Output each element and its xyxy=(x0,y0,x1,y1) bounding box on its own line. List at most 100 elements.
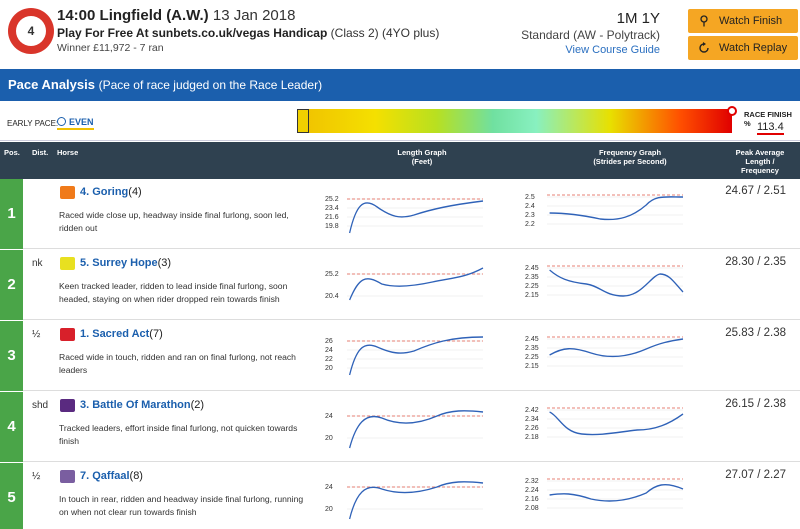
table-row: 1 4. Goring(4) Raced wide close up, head… xyxy=(0,179,800,249)
length-tick: 24 xyxy=(325,413,333,420)
frequency-tick: 2.45 xyxy=(525,336,539,343)
frequency-graph: 2.42 2.34 2.26 2.18 xyxy=(525,407,684,441)
position-cell: 1 xyxy=(0,179,23,249)
frequency-curve xyxy=(549,196,684,221)
jockey-silk-icon xyxy=(60,257,75,270)
jockey-silk-icon xyxy=(60,328,75,341)
length-tick: 23.4 xyxy=(325,205,339,212)
frequency-tick: 2.15 xyxy=(525,292,539,299)
race-going: Standard (AW - Polytrack) xyxy=(521,28,660,42)
col-horse: Horse xyxy=(57,148,79,157)
position-cell: 3 xyxy=(0,321,23,391)
length-tick: 26 xyxy=(325,338,333,345)
watch-finish-button[interactable]: Watch Finish xyxy=(688,9,798,33)
table-row: 2 nk 5. Surrey Hope(3) Keen tracked lead… xyxy=(0,250,800,320)
col-peak-2: Length / xyxy=(745,157,775,166)
frequency-tick: 2.34 xyxy=(525,416,539,423)
horse-name-link[interactable]: 5. Surrey Hope(3) xyxy=(80,257,171,269)
length-tick: 25.2 xyxy=(325,196,339,203)
frequency-tick: 2.32 xyxy=(525,478,539,485)
race-comment: Raced wide in touch, ridden and ran on f… xyxy=(59,352,296,375)
col-length-graph: Length Graph (Feet) xyxy=(372,148,472,166)
watch-finish-label: Watch Finish xyxy=(719,15,783,27)
horse-name-link[interactable]: 7. Qaffaal(8) xyxy=(80,470,143,482)
horse-draw: (3) xyxy=(157,257,172,269)
frequency-tick: 2.26 xyxy=(525,425,539,432)
frequency-tick: 2.42 xyxy=(525,407,539,414)
col-frequency-graph: Frequency Graph (Strides per Second) xyxy=(580,148,680,166)
length-tick: 24 xyxy=(325,347,333,354)
frequency-tick: 2.25 xyxy=(525,283,539,290)
race-winner-prize: Winner £11,972 - 7 ran xyxy=(57,42,164,54)
col-freq-title: Frequency Graph xyxy=(598,148,662,157)
horse-name: 4. Goring xyxy=(80,186,129,198)
horse-name: 1. Sacred Act xyxy=(80,328,150,340)
length-graph: 25.2 20.4 xyxy=(325,267,484,301)
pace-title-text: Pace Analysis xyxy=(8,77,95,92)
length-tick: 20 xyxy=(325,506,333,513)
length-curve xyxy=(348,336,484,376)
col-peak-1: Peak Average xyxy=(735,148,785,157)
early-pace-value: EVEN xyxy=(57,117,94,130)
length-tick: 20 xyxy=(325,435,333,442)
course-guide-link[interactable]: View Course Guide xyxy=(565,44,660,56)
horse-name-link[interactable]: 3. Battle Of Marathon(2) xyxy=(80,399,204,411)
length-graph: 26 24 22 20 xyxy=(325,336,484,376)
race-number-badge: 4 xyxy=(8,8,54,54)
race-comment: Keen tracked leader, ridden to lead insi… xyxy=(59,281,288,304)
frequency-graph: 2.45 2.35 2.25 2.15 xyxy=(525,336,684,370)
frequency-tick: 2.25 xyxy=(525,354,539,361)
frequency-tick: 2.4 xyxy=(525,203,535,210)
frequency-tick: 2.35 xyxy=(525,274,539,281)
race-name-main: Play For Free At sunbets.co.uk/vegas Han… xyxy=(57,26,328,40)
col-length-unit: (Feet) xyxy=(411,157,433,166)
peak-average: 25.83 / 2.38 xyxy=(725,327,786,339)
jockey-silk-icon xyxy=(60,399,75,412)
length-tick: 24 xyxy=(325,484,333,491)
frequency-graph: 2.5 2.4 2.3 2.2 xyxy=(525,194,684,228)
pace-analysis-bar: Pace Analysis (Pace of race judged on th… xyxy=(0,69,800,101)
length-tick: 19.8 xyxy=(325,223,339,230)
horse-draw: (7) xyxy=(149,328,163,340)
frequency-tick: 2.16 xyxy=(525,496,539,503)
frequency-curve xyxy=(549,269,684,297)
frequency-tick: 2.2 xyxy=(525,221,535,228)
frequency-graph: 2.32 2.24 2.16 2.08 xyxy=(525,478,684,512)
race-header: 4 14:00 Lingfield (A.W.) 13 Jan 2018 Pla… xyxy=(0,0,800,64)
horse-name-link[interactable]: 4. Goring(4) xyxy=(80,186,142,198)
horse-name: 7. Qaffaal xyxy=(80,470,130,482)
frequency-tick: 2.18 xyxy=(525,434,539,441)
pace-subtitle: (Pace of race judged on the Race Leader) xyxy=(98,78,323,92)
race-class: (Class 2) (4YO plus) xyxy=(330,26,440,40)
watch-replay-button[interactable]: Watch Replay xyxy=(688,36,798,60)
length-tick: 20.4 xyxy=(325,293,339,300)
position-cell: 5 xyxy=(0,463,23,529)
pace-analysis-title: Pace Analysis (Pace of race judged on th… xyxy=(8,77,322,92)
length-tick: 21.6 xyxy=(325,214,339,221)
jockey-silk-icon xyxy=(60,470,75,483)
early-pace-row: EARLY PACE: EVEN xyxy=(0,101,800,141)
frequency-curve xyxy=(549,338,684,358)
jockey-silk-icon xyxy=(60,186,75,199)
pace-gradient-bar xyxy=(297,109,732,133)
length-tick: 20 xyxy=(325,365,333,372)
length-tick: 25.2 xyxy=(325,271,339,278)
table-row: 4 shd 3. Battle Of Marathon(2) Tracked l… xyxy=(0,392,800,462)
length-graph: 24 20 xyxy=(325,410,484,449)
horse-name-link[interactable]: 1. Sacred Act(7) xyxy=(80,328,163,340)
watch-replay-label: Watch Replay xyxy=(719,42,788,54)
col-pos: Pos. xyxy=(4,148,20,157)
length-tick: 22 xyxy=(325,356,333,363)
race-number: 4 xyxy=(16,16,46,46)
distance-behind: ½ xyxy=(32,471,41,482)
race-title: 14:00 Lingfield (A.W.) 13 Jan 2018 xyxy=(57,7,295,24)
race-time-course: 14:00 Lingfield (A.W.) xyxy=(57,7,209,24)
race-distance: 1M 1Y xyxy=(616,10,660,27)
table-row: 3 ½ 1. Sacred Act(7) Raced wide in touch… xyxy=(0,321,800,391)
early-pace-label: EARLY PACE: xyxy=(7,119,59,128)
length-curve xyxy=(348,410,484,449)
race-comment: In touch in rear, ridden and headway ins… xyxy=(59,494,304,517)
position-cell: 2 xyxy=(0,250,23,320)
col-length-title: Length Graph xyxy=(397,148,447,157)
peak-average: 28.30 / 2.35 xyxy=(725,256,786,268)
